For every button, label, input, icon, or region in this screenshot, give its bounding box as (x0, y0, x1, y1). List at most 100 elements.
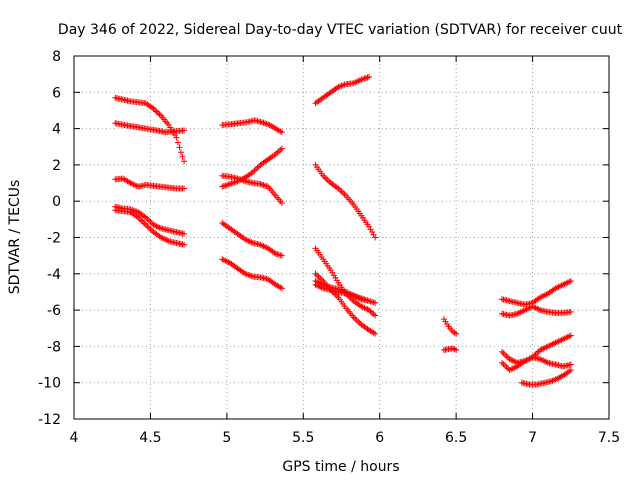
series-t1 (112, 94, 188, 165)
series-t4 (112, 203, 188, 237)
series-t23 (518, 366, 574, 388)
data-point (451, 346, 458, 353)
series-t19 (499, 278, 574, 308)
data-point (179, 153, 186, 160)
series-t18 (440, 345, 460, 354)
data-point (181, 185, 188, 192)
data-point (156, 111, 163, 118)
y-tick-label: -12 (38, 412, 61, 428)
y-tick-label: 6 (52, 85, 61, 101)
data-point (278, 145, 285, 152)
series-t11 (312, 73, 373, 107)
data-point (178, 149, 184, 156)
data-point (141, 220, 148, 227)
data-point (174, 139, 181, 146)
series-t20 (499, 303, 574, 319)
data-point (144, 223, 151, 230)
series-t21 (499, 332, 574, 366)
data-point (147, 226, 154, 233)
data-point (176, 144, 183, 151)
y-axis-label: SDTVAR / TECUs (7, 180, 23, 295)
data-point (312, 270, 319, 277)
data-point (534, 349, 541, 356)
data-point (277, 146, 284, 153)
data-point (355, 318, 362, 325)
data-point (353, 317, 360, 324)
data-point (254, 164, 261, 171)
grid (74, 56, 609, 419)
data-point (341, 191, 348, 198)
series-t3 (112, 175, 188, 192)
x-tick-label: 6.5 (445, 430, 467, 446)
x-tick-label: 4 (70, 430, 79, 446)
data-point (567, 361, 574, 368)
plot-frame (73, 55, 610, 420)
data-point (366, 73, 373, 80)
data-point (145, 224, 152, 231)
data-point (314, 272, 321, 279)
data-point (352, 315, 359, 322)
data-point (181, 241, 188, 248)
data-point (173, 134, 180, 141)
data-point (324, 177, 331, 184)
data-point (372, 299, 379, 306)
series-t8 (219, 172, 285, 207)
x-tick-label: 4.5 (139, 430, 161, 446)
data-point (181, 127, 188, 134)
data-point (321, 174, 328, 181)
data-point (153, 108, 160, 115)
data-point (323, 175, 330, 182)
x-tick-label: 6 (375, 430, 384, 446)
data-point (315, 273, 322, 280)
x-axis-label: GPS time / hours (282, 459, 399, 475)
data-point (147, 218, 154, 225)
series-t22 (499, 354, 574, 373)
series-t5 (112, 207, 188, 248)
data-point (453, 347, 460, 354)
data-point (181, 158, 188, 165)
data-point (502, 362, 509, 369)
data-point (502, 351, 509, 358)
data-point (499, 348, 505, 355)
data-points (112, 73, 574, 388)
data-point (369, 309, 376, 316)
y-tick-label: 8 (52, 49, 61, 65)
data-point (370, 231, 377, 238)
data-point (138, 217, 145, 224)
x-tick-label: 7 (528, 430, 537, 446)
series-t6 (219, 117, 285, 136)
data-point (372, 312, 379, 319)
y-tick-label: -4 (47, 267, 61, 283)
data-point (252, 166, 259, 173)
series-t10 (219, 256, 285, 292)
data-point (278, 129, 285, 136)
data-point (372, 234, 379, 241)
data-point (451, 329, 458, 336)
data-point (155, 109, 162, 116)
y-tick-label: -8 (47, 339, 61, 355)
series-t15 (312, 278, 379, 306)
data-point (503, 353, 510, 360)
data-point (500, 361, 507, 368)
data-point (453, 330, 460, 337)
data-point (372, 330, 379, 337)
data-point (499, 359, 505, 366)
x-tick-label: 5.5 (292, 430, 314, 446)
data-point (500, 350, 507, 357)
data-point (567, 308, 574, 315)
x-tick-label: 5 (222, 430, 231, 446)
series-t2 (112, 120, 188, 136)
data-point (275, 148, 282, 155)
y-tick-label: -6 (47, 303, 61, 319)
data-point (567, 278, 574, 285)
data-point (278, 252, 285, 259)
data-point (181, 230, 188, 237)
data-point (278, 200, 285, 207)
y-tick-label: 0 (52, 194, 61, 210)
data-point (340, 189, 347, 196)
data-point (567, 366, 574, 373)
data-point (278, 285, 285, 292)
x-tick-label: 7.5 (598, 430, 620, 446)
data-point (142, 221, 149, 228)
